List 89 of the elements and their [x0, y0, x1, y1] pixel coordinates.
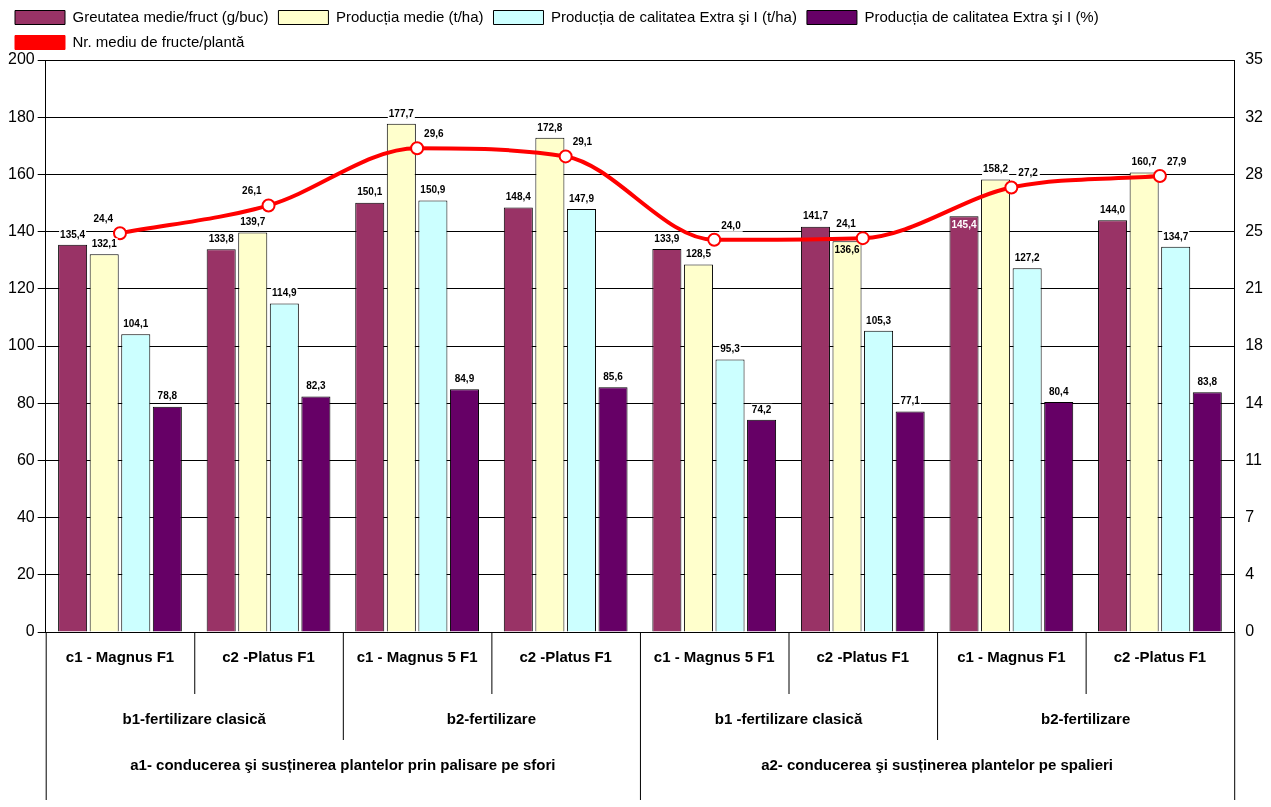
y-tick-label: 100 — [7, 336, 35, 354]
point — [558, 149, 573, 164]
data-label: 80,4 — [1048, 385, 1069, 397]
data-label: 133,9 — [654, 232, 680, 244]
x-tick-label: c1 - Magnus F1 — [957, 648, 1066, 666]
point — [410, 141, 425, 156]
data-label: 141,7 — [802, 210, 829, 222]
data-label: 148,4 — [505, 191, 532, 203]
y-tick-label: 40 — [16, 508, 35, 526]
data-label: 78,8 — [157, 390, 178, 402]
legend-label: Nr. mediu de fructe/plantă — [72, 32, 245, 50]
data-label: 139,7 — [240, 216, 266, 228]
data-label: 27,9 — [1166, 155, 1187, 167]
point — [855, 231, 870, 246]
y2-tick-label: 11 — [1245, 450, 1262, 468]
y-tick-label: 200 — [7, 50, 35, 68]
data-label: 85,6 — [603, 370, 624, 382]
data-label: 27,2 — [1018, 167, 1039, 179]
point — [261, 198, 276, 213]
data-label: 145,4 — [951, 218, 977, 230]
data-label: 104,1 — [123, 318, 149, 330]
data-label: 84,9 — [454, 372, 475, 384]
y2-tick-label: 7 — [1245, 508, 1255, 526]
text: a1- conducerea şi susținerea plantelor prin palisare pe sfori — [130, 756, 556, 774]
y2-tick-label: 14 — [1245, 393, 1264, 411]
y2-tick-label: 18 — [1245, 336, 1264, 354]
text: a2- conducerea şi susținerea plantelor pe spalieri — [761, 756, 1113, 774]
y-tick-label: 120 — [7, 279, 35, 297]
y2-tick-label: 35 — [1245, 50, 1264, 68]
y-tick-label: 160 — [7, 164, 35, 182]
y2-tick-label: 21 — [1245, 279, 1264, 297]
x-tick-label: c2 -Platus F1 — [519, 648, 612, 666]
data-label: 150,9 — [420, 184, 446, 196]
text: b2-fertilizare — [1041, 710, 1131, 728]
x-tick-label: c1 - Magnus 5 F1 — [653, 648, 775, 666]
data-label: 82,3 — [306, 380, 327, 392]
data-label: 24,1 — [836, 217, 857, 229]
data-label: 114,9 — [272, 287, 297, 299]
data-label: 95,3 — [720, 343, 741, 355]
data-label: 77,1 — [900, 395, 921, 407]
y2-tick-label: 4 — [1245, 565, 1255, 583]
x-tick-label: c2 -Platus F1 — [222, 648, 315, 666]
data-label: 105,3 — [866, 314, 892, 326]
data-label: 144,0 — [1100, 203, 1126, 215]
y-tick-label: 80 — [16, 393, 35, 411]
text: b1 -fertilizare clasică — [714, 710, 863, 728]
y-tick-label: 180 — [7, 107, 35, 125]
point — [112, 226, 127, 241]
data-label: 74,2 — [751, 403, 772, 415]
data-label: 133,8 — [208, 233, 235, 245]
point — [707, 232, 722, 247]
data-label: 29,6 — [424, 128, 444, 139]
y-tick-label: 140 — [7, 222, 35, 240]
y2-tick-label: 0 — [1245, 622, 1255, 640]
y2-tick-label: 28 — [1245, 164, 1264, 182]
y2-tick-label: 25 — [1245, 222, 1264, 240]
data-label: 127,2 — [1014, 251, 1041, 263]
legend-label: Producția medie (t/ha) — [335, 7, 484, 25]
data-label: 24,4 — [93, 212, 114, 224]
data-label: 147,9 — [568, 192, 595, 204]
x-tick-label: c2 -Platus F1 — [816, 648, 910, 666]
x-tick-label: c2 -Platus F1 — [1113, 648, 1207, 666]
data-label: 83,8 — [1197, 376, 1218, 388]
x-tick-label: c1 - Magnus 5 F1 — [356, 648, 478, 666]
text: b2-fertilizare — [446, 710, 536, 728]
data-label: 134,7 — [1163, 230, 1189, 242]
data-label: 29,1 — [572, 136, 593, 148]
data-label: 26,1 — [242, 185, 262, 197]
y2-tick-label: 32 — [1245, 107, 1264, 125]
text: b1-fertilizare clasică — [122, 710, 267, 728]
legend-label: Greutatea medie/fruct (g/buc) — [72, 7, 269, 25]
data-label: 136,6 — [834, 244, 860, 256]
data-label: 172,8 — [537, 121, 563, 133]
data-label: 128,5 — [685, 248, 712, 260]
legend-label: Producția de calitatea Extra şi I (%) — [864, 7, 1099, 25]
data-label: 135,4 — [60, 228, 86, 240]
x-tick-label: c1 - Magnus F1 — [65, 648, 175, 666]
y-tick-label: 0 — [25, 622, 35, 640]
data-label: 150,1 — [357, 186, 383, 198]
data-label: 160,7 — [1131, 156, 1158, 168]
point — [1152, 169, 1167, 184]
legend-label: Producția de calitatea Extra şi I (t/ha) — [550, 7, 797, 25]
y-tick-label: 60 — [16, 450, 35, 468]
data-label: 132,1 — [91, 237, 118, 249]
y-tick-label: 20 — [16, 565, 35, 583]
data-label: 177,7 — [388, 107, 415, 119]
data-label: 158,2 — [983, 163, 1009, 175]
point — [1004, 180, 1019, 195]
data-label: 24,0 — [721, 219, 742, 231]
